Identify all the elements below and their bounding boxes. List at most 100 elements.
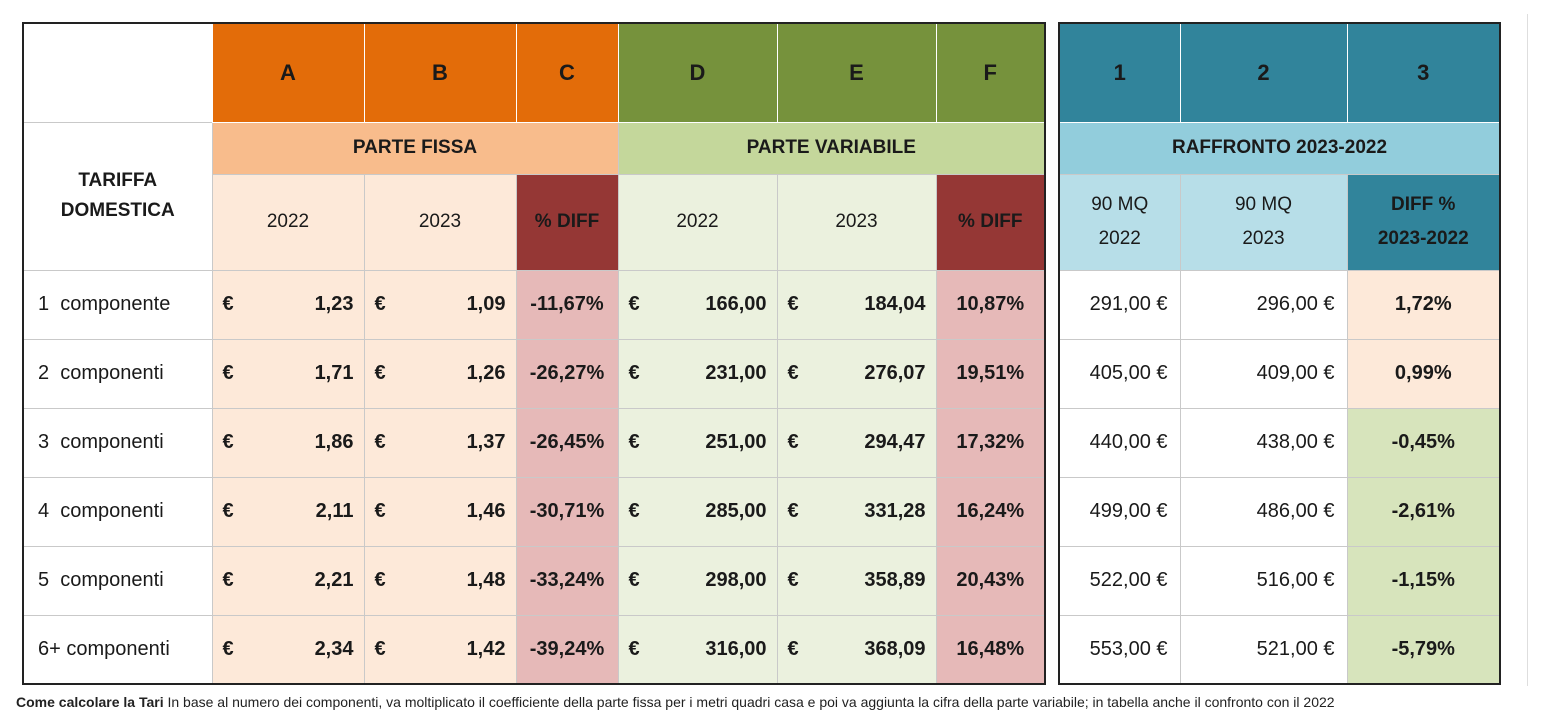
mq-2022-cell: 499,00 € [1058, 476, 1181, 547]
mq-2022-cell: 553,00 € [1058, 614, 1181, 685]
euro-sign: € [222, 293, 234, 315]
variabile-2023-cell: €294,47 [776, 407, 937, 478]
variabile-diff-cell: 20,43% [935, 545, 1046, 616]
fissa-2023-cell-value: 1,48 [466, 569, 506, 591]
variabile-diff-cell: 19,51% [935, 338, 1046, 409]
table-row: 499,00 €486,00 € -2,61% [1058, 476, 1501, 547]
variabile-2023-cell: €184,04 [776, 269, 937, 340]
fissa-2023-cell: €1,42 [363, 614, 517, 685]
euro-sign: € [222, 637, 234, 660]
variabile-2022-cell: €231,00 [617, 338, 778, 409]
raffronto-table: 1 2 3 RAFFRONTO 2023-2022 90 MQ 2022 90 … [1058, 22, 1501, 685]
table-row: 5 componenti €2,21 €1,48 -33,24% €298,00 €358… [22, 545, 1046, 616]
row-label: 2 componenti [22, 338, 213, 409]
fissa-2023-cell: €1,26 [363, 338, 517, 409]
variabile-diff-cell: 16,24% [935, 476, 1046, 547]
variabile-2023-cell: €276,07 [776, 338, 937, 409]
diff-pct-header: DIFF % 2023-2022 [1346, 173, 1501, 271]
table-row: 291,00 €296,00 €1,72% [1058, 269, 1501, 340]
page-divider [1527, 14, 1528, 686]
row-label: 1 componente [22, 269, 213, 340]
variabile-2022-cell-value: 285,00 [705, 500, 767, 522]
col-letter-d: D [618, 23, 777, 122]
diff-pct-cell: -5,79% [1346, 614, 1501, 685]
fissa-2022-cell-value: 1,86 [314, 431, 354, 453]
fissa-2022-cell: €1,86 [211, 407, 365, 478]
fissa-diff-cell: -26,45% [515, 407, 619, 478]
diff-pct-cell: -2,61% [1346, 476, 1501, 547]
raffronto-header: RAFFRONTO 2023-2022 [1058, 121, 1501, 175]
table-row: 553,00 €521,00 € -5,79% [1058, 614, 1501, 685]
variabile-2022-cell-value: 298,00 [705, 569, 767, 591]
row-label: 4 componenti [22, 476, 213, 547]
euro-sign: € [222, 362, 234, 384]
variabile-2023-cell-value: 331,28 [864, 500, 926, 522]
euro-sign: € [628, 500, 640, 522]
euro-sign: € [787, 637, 799, 660]
fissa-2023-cell-value: 1,26 [466, 362, 506, 384]
mq-2022-cell: 440,00 € [1058, 407, 1181, 478]
table-row: 1 componente €1,23 €1,09 -11,67% €166,00 €184… [22, 269, 1046, 340]
caption-text: In base al numero dei componenti, va mol… [163, 694, 1335, 710]
diff-pct-cell: -0,45% [1346, 407, 1501, 478]
fissa-2023-cell-value: 1,46 [466, 500, 506, 522]
mq-2022-cell: 522,00 € [1058, 545, 1181, 616]
euro-sign: € [628, 637, 640, 660]
tariffa-domestica-header: TARIFFA DOMESTICA [22, 121, 213, 271]
col-number-3: 3 [1347, 23, 1500, 122]
euro-sign: € [374, 431, 386, 453]
fissa-2022-cell: €1,23 [211, 269, 365, 340]
variabile-2023-cell: €358,89 [776, 545, 937, 616]
mq-2023-cell: 516,00 € [1179, 545, 1348, 616]
euro-sign: € [374, 362, 386, 384]
fissa-2022-cell: €2,34 [211, 614, 365, 685]
euro-sign: € [222, 569, 234, 591]
fissa-diff-header: % DIFF [515, 173, 619, 271]
fissa-2022-cell: €2,11 [211, 476, 365, 547]
euro-sign: € [374, 500, 386, 522]
row-label: 5 componenti [22, 545, 213, 616]
euro-sign: € [628, 293, 640, 315]
euro-sign: € [222, 500, 234, 522]
fissa-2022-cell-value: 1,71 [314, 362, 354, 384]
euro-sign: € [628, 362, 640, 384]
euro-sign: € [374, 293, 386, 315]
tariffa-rows: 1 componente €1,23 €1,09 -11,67% €166,00 €184… [22, 269, 1046, 685]
mq-2023-cell: 486,00 € [1179, 476, 1348, 547]
caption-title: Come calcolare la Tari [16, 694, 164, 710]
fissa-2022-cell-value: 2,21 [314, 569, 354, 591]
variabile-2022-cell: €251,00 [617, 407, 778, 478]
mq-2023-cell: 521,00 € [1179, 614, 1348, 685]
col-number-2: 2 [1180, 23, 1347, 122]
variabile-2023-cell-value: 368,09 [864, 637, 926, 660]
mq-2022-cell: 405,00 € [1058, 338, 1181, 409]
euro-sign: € [222, 431, 234, 453]
euro-sign: € [374, 637, 386, 660]
variabile-diff-cell: 10,87% [935, 269, 1046, 340]
fissa-2022-cell-value: 2,11 [315, 500, 354, 522]
variabile-2022-cell: €298,00 [617, 545, 778, 616]
variabile-2022-header: 2022 [617, 173, 778, 271]
variabile-2023-cell-value: 276,07 [864, 362, 926, 384]
fissa-2023-cell-value: 1,37 [466, 431, 506, 453]
mq-2023-cell: 438,00 € [1179, 407, 1348, 478]
row-label: 6+ componenti [22, 614, 213, 685]
fissa-2022-cell-value: 1,23 [314, 293, 354, 315]
variabile-2023-header: 2023 [776, 173, 937, 271]
col-letter-b: B [364, 23, 516, 122]
variabile-2022-cell: €285,00 [617, 476, 778, 547]
table-row: 6+ componenti €2,34 €1,42 -39,24% €316,00 €36… [22, 614, 1046, 685]
variabile-2023-cell-value: 358,89 [864, 569, 926, 591]
col-letter-f: F [936, 23, 1045, 122]
mq-2023-cell: 296,00 € [1179, 269, 1348, 340]
fissa-diff-cell: -11,67% [515, 269, 619, 340]
fissa-2023-cell: €1,09 [363, 269, 517, 340]
variabile-2022-cell-value: 231,00 [705, 362, 767, 384]
euro-sign: € [628, 431, 640, 453]
fissa-diff-cell: -30,71% [515, 476, 619, 547]
euro-sign: € [628, 569, 640, 591]
table-row: 3 componenti €1,86 €1,37 -26,45% €251,00 €294… [22, 407, 1046, 478]
diff-pct-cell: -1,15% [1346, 545, 1501, 616]
fissa-2023-cell-value: 1,09 [466, 293, 506, 315]
mq-2022-header: 90 MQ 2022 [1058, 173, 1181, 271]
